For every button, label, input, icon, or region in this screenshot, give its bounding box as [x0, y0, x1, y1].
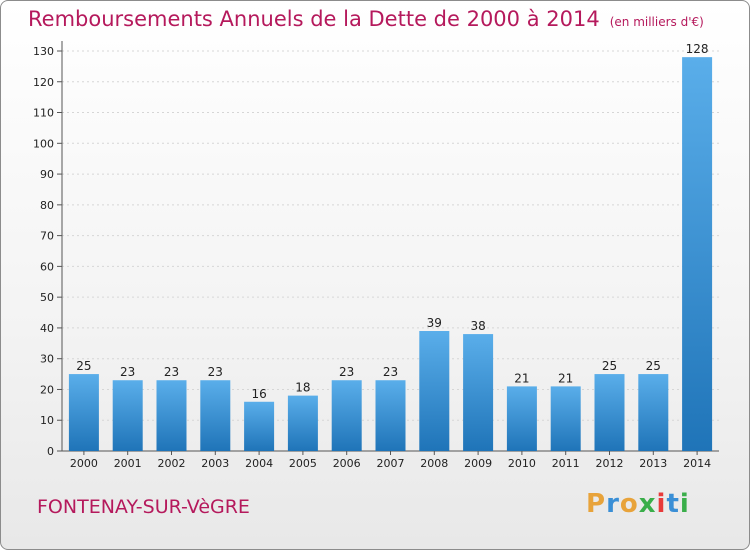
y-tick-label: 30 — [40, 353, 54, 366]
chart-title-text: Remboursements Annuels de la Dette de 20… — [28, 7, 600, 31]
bar — [419, 331, 450, 451]
logo-letter: i — [656, 489, 667, 519]
bar — [682, 57, 713, 452]
bar — [244, 401, 275, 451]
bar-value-label: 38 — [470, 319, 485, 333]
bar — [112, 380, 143, 451]
bar — [68, 374, 99, 451]
bar — [331, 380, 362, 451]
y-tick-label: 0 — [47, 445, 54, 458]
town-name: FONTENAY-SUR-VèGRE — [37, 496, 250, 518]
bars: 25 23 23 23 16 18 23 23 39 38 21 21 25 25 128 — [68, 42, 713, 452]
x-tick-label: 2002 — [158, 457, 186, 470]
y-tick-label: 130 — [33, 45, 54, 58]
x-tick-label: 2012 — [596, 457, 624, 470]
logo-letter: o — [619, 489, 639, 519]
bar-value-label: 16 — [251, 387, 266, 401]
bar — [156, 380, 187, 451]
logo-letter: x — [638, 489, 657, 519]
y-tick-label: 80 — [40, 199, 54, 212]
bar-value-label: 39 — [427, 316, 442, 330]
x-tick-label: 2010 — [508, 457, 536, 470]
bar-value-label: 23 — [164, 365, 179, 379]
x-tick-label: 2011 — [552, 457, 580, 470]
x-tick-label: 2003 — [201, 457, 229, 470]
y-tick-label: 40 — [40, 322, 54, 335]
bar — [506, 386, 537, 451]
bar — [287, 395, 318, 451]
chart-title: Remboursements Annuels de la Dette de 20… — [28, 7, 704, 31]
x-tick-label: 2000 — [70, 457, 98, 470]
proxiti-logo: Proxiti — [586, 489, 690, 519]
x-tick-label: 2005 — [289, 457, 317, 470]
y-tick-label: 50 — [40, 291, 54, 304]
x-tick-label: 2008 — [420, 457, 448, 470]
bar-value-label: 18 — [295, 381, 310, 395]
bar-value-label: 23 — [208, 365, 223, 379]
y-tick-label: 10 — [40, 414, 54, 427]
tick-labels: 0 10 20 30 40 50 60 70 80 90 100 110 120 130 2000 2001 2… — [33, 45, 711, 470]
bar-value-label: 23 — [339, 365, 354, 379]
chart-unit: (en milliers d'€) — [609, 15, 704, 29]
bar-value-label: 25 — [76, 359, 91, 373]
x-tick-label: 2004 — [245, 457, 273, 470]
x-tick-label: 2009 — [464, 457, 492, 470]
bar-value-label: 21 — [558, 371, 573, 385]
logo-letter: t — [666, 489, 680, 519]
logo-letter: r — [606, 489, 620, 519]
bar-value-label: 25 — [646, 359, 661, 373]
bar-value-label: 128 — [686, 42, 709, 56]
y-tick-label: 70 — [40, 230, 54, 243]
y-tick-label: 60 — [40, 260, 54, 273]
bar-value-label: 21 — [514, 371, 529, 385]
bar — [463, 334, 494, 451]
bar-value-label: 25 — [602, 359, 617, 373]
bar — [375, 380, 406, 451]
y-tick-label: 100 — [33, 137, 54, 150]
y-tick-label: 20 — [40, 383, 54, 396]
x-tick-label: 2013 — [639, 457, 667, 470]
bar — [638, 374, 669, 451]
y-tick-label: 110 — [33, 107, 54, 120]
bar — [594, 374, 625, 451]
logo-letter: P — [586, 489, 607, 519]
y-tick-label: 120 — [33, 76, 54, 89]
x-tick-label: 2006 — [333, 457, 361, 470]
x-tick-label: 2001 — [114, 457, 142, 470]
bar — [550, 386, 581, 451]
bar — [200, 380, 231, 451]
logo-letter: i — [679, 489, 690, 519]
y-tick-label: 90 — [40, 168, 54, 181]
x-tick-label: 2014 — [683, 457, 711, 470]
bar-value-label: 23 — [120, 365, 135, 379]
x-tick-label: 2007 — [377, 457, 405, 470]
bar-value-label: 23 — [383, 365, 398, 379]
